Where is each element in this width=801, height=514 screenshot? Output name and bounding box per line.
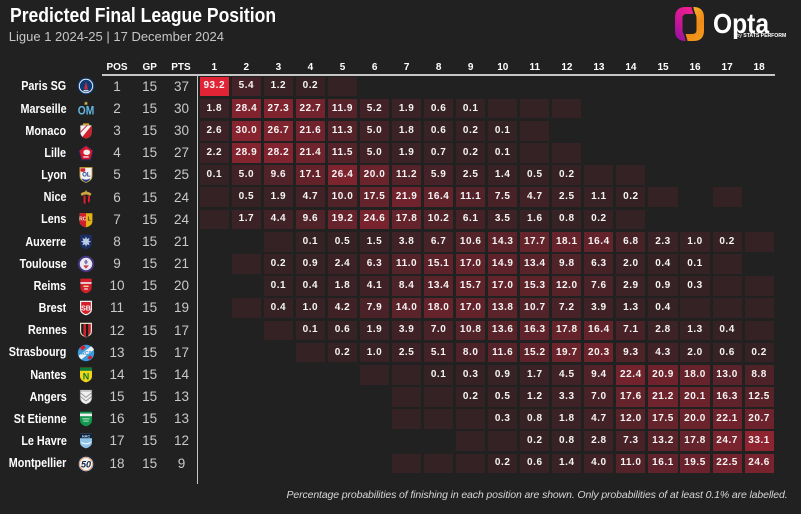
svg-text:RC: RC	[79, 216, 87, 222]
svg-text:SB: SB	[81, 306, 91, 313]
svg-text:RCS: RCS	[81, 351, 92, 357]
svg-text:OM: OM	[78, 105, 95, 117]
svg-text:50: 50	[81, 459, 91, 469]
svg-text:L: L	[88, 216, 91, 222]
svg-text:HAC: HAC	[82, 435, 90, 439]
svg-text:N: N	[83, 371, 90, 381]
svg-text:OL: OL	[82, 172, 91, 178]
